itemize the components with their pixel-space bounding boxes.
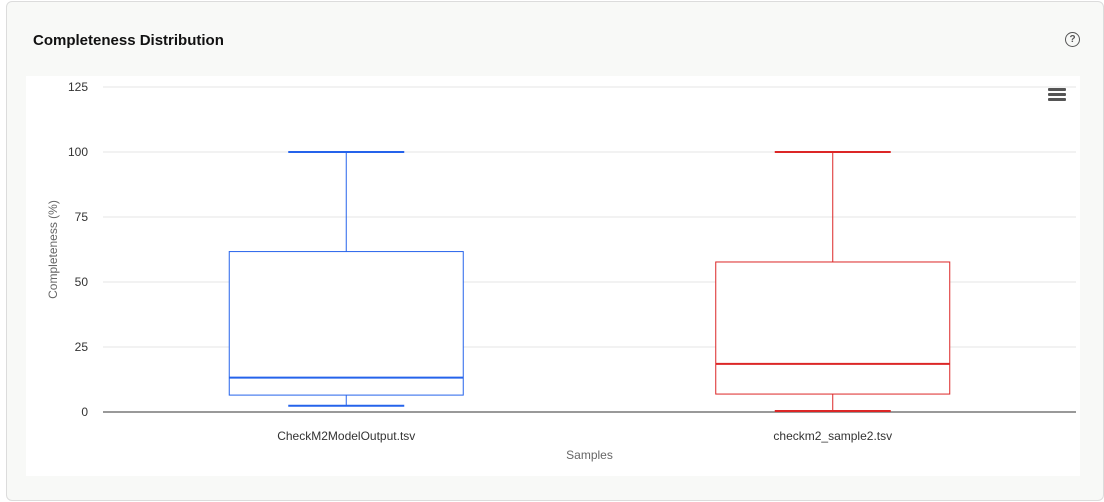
hamburger-menu-icon[interactable]: [1048, 88, 1066, 103]
y-tick-label: 125: [68, 80, 88, 94]
x-tick-label: CheckM2ModelOutput.tsv: [277, 429, 415, 443]
y-tick-label: 25: [75, 340, 89, 354]
box: [715, 261, 951, 395]
y-tick-label: 50: [75, 275, 89, 289]
x-axis-label: Samples: [566, 448, 613, 462]
y-tick-label: 100: [68, 145, 88, 159]
x-tick-label: checkm2_sample2.tsv: [773, 429, 892, 443]
help-icon[interactable]: ?: [1065, 32, 1080, 47]
y-tick-label: 0: [81, 405, 88, 419]
y-axis-label: Completeness (%): [46, 200, 60, 299]
box: [228, 251, 464, 396]
y-tick-label: 75: [75, 210, 89, 224]
panel-title: Completeness Distribution: [33, 32, 224, 49]
